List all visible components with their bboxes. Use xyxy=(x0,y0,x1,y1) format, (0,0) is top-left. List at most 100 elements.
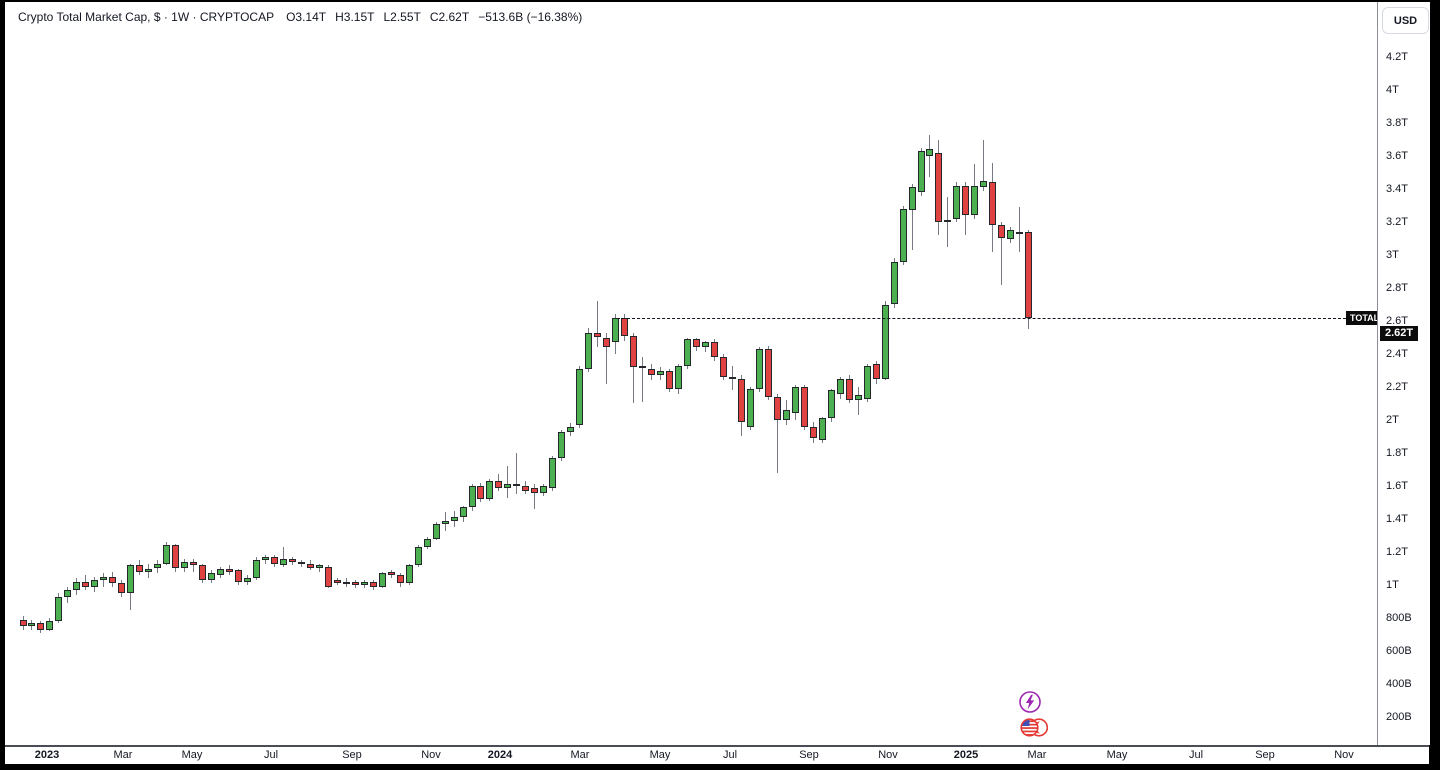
candle-body xyxy=(737,378,745,422)
candle-body xyxy=(693,339,700,348)
candle-body xyxy=(603,337,611,348)
candle-body xyxy=(324,566,332,587)
candle-wick xyxy=(193,558,195,572)
candle-body xyxy=(127,565,135,594)
candle-body xyxy=(845,378,853,401)
candle-body xyxy=(549,457,557,488)
time-tick-month: Nov xyxy=(1334,749,1354,761)
candle-body xyxy=(441,520,449,524)
time-tick-month: Sep xyxy=(799,749,819,761)
candle-body xyxy=(639,365,647,368)
candle-body xyxy=(719,357,727,378)
candle-body xyxy=(486,481,494,500)
candle-body xyxy=(477,486,485,500)
currency-button[interactable]: USD xyxy=(1382,7,1429,34)
candle-body xyxy=(351,581,359,585)
ohlc-low: L2.55T xyxy=(383,10,421,24)
candle-body xyxy=(980,180,988,188)
price-tick-label: 3.8T xyxy=(1386,117,1409,129)
price-axis[interactable]: 2.62T 4.2T 4T 3.8T 3.6T 3.4T 3.2T 3T 2.8T 2.6T 2.… xyxy=(1377,2,1430,745)
time-tick-month: Sep xyxy=(342,749,362,761)
candle-wick xyxy=(929,134,931,178)
candle-body xyxy=(935,152,943,222)
candle-body xyxy=(432,523,440,539)
candle-body xyxy=(297,561,305,564)
candle-body xyxy=(459,507,467,518)
candle-body xyxy=(684,339,692,366)
ohlc-close: C2.62T xyxy=(429,10,470,24)
price-tick-label: 400B xyxy=(1386,678,1412,690)
candle-body xyxy=(701,342,709,348)
candle-body xyxy=(872,363,880,379)
candle-wick xyxy=(911,184,913,251)
chart-window: Crypto Total Market Cap, $ · 1W · CRYPTO… xyxy=(5,2,1430,764)
candle-body xyxy=(989,182,997,226)
candle-body xyxy=(55,596,63,622)
candle-wick xyxy=(507,466,509,498)
candle-body xyxy=(19,619,27,627)
price-tick-label: 1.8T xyxy=(1386,447,1409,459)
candle-body xyxy=(28,622,36,627)
price-tick-label: 200B xyxy=(1386,711,1412,723)
candle-body xyxy=(998,225,1006,239)
price-tick-label: 3T xyxy=(1386,249,1399,261)
us-flag-event-icon[interactable] xyxy=(1019,716,1049,739)
candle-body xyxy=(513,484,521,487)
candle-body xyxy=(423,538,431,548)
candle-body xyxy=(782,410,790,420)
price-line-dashed xyxy=(617,318,1346,319)
candle-body xyxy=(567,426,575,432)
candle-body xyxy=(890,261,898,305)
time-axis[interactable]: 2023 Mar May Jul Sep Nov 2024 Mar May Jul Sep Nov 20… xyxy=(5,745,1429,764)
candle-body xyxy=(854,395,862,401)
candle-body xyxy=(917,151,925,193)
candle-body xyxy=(809,426,817,439)
price-tick-label: 1.6T xyxy=(1386,480,1409,492)
price-tick-label: 3.4T xyxy=(1386,183,1409,195)
candle-body xyxy=(252,560,260,579)
candle-body xyxy=(621,317,629,336)
price-tick-label: 3.2T xyxy=(1386,216,1409,228)
price-tick-label: 800B xyxy=(1386,612,1412,624)
candle-body xyxy=(1016,231,1024,234)
candle-body xyxy=(360,581,368,585)
time-tick-month: Nov xyxy=(421,749,441,761)
price-tick-label: 2.6T xyxy=(1386,315,1409,327)
candle-body xyxy=(387,571,395,576)
candle-body xyxy=(540,486,548,493)
plot-area[interactable]: TOTAL xyxy=(5,2,1377,745)
candle-body xyxy=(576,368,584,425)
price-tick-label: 1.2T xyxy=(1386,546,1409,558)
candle-body xyxy=(836,378,844,394)
candle-body xyxy=(953,185,961,219)
price-line-total-label: TOTAL xyxy=(1346,311,1377,325)
candle-body xyxy=(648,368,656,376)
candle-body xyxy=(962,185,970,216)
candle-body xyxy=(495,481,503,488)
candle-body xyxy=(279,558,287,566)
candle-body xyxy=(773,396,781,420)
candle-body xyxy=(145,568,153,572)
candle-body xyxy=(270,556,278,564)
price-tick-label: 3.6T xyxy=(1386,150,1409,162)
candle-body xyxy=(190,561,198,566)
candle-body xyxy=(675,365,683,389)
candle-body xyxy=(172,545,180,569)
candle-body xyxy=(369,581,377,587)
candle-body xyxy=(261,556,269,561)
candle-wick xyxy=(282,547,284,567)
candle-body xyxy=(881,304,889,379)
candle-wick xyxy=(1001,222,1003,285)
candle-body xyxy=(728,377,736,380)
price-tick-label: 4T xyxy=(1386,84,1399,96)
candle-body xyxy=(899,208,907,262)
candle-body xyxy=(522,486,530,491)
candle-body xyxy=(450,517,458,521)
candle-body xyxy=(82,581,90,587)
lightning-icon[interactable] xyxy=(1018,690,1042,714)
candle-body xyxy=(342,581,350,584)
candle-body xyxy=(558,431,566,458)
candle-body xyxy=(818,418,826,440)
symbol-legend[interactable]: Crypto Total Market Cap, $ · 1W · CRYPTO… xyxy=(18,8,591,26)
candle-body xyxy=(306,563,314,569)
